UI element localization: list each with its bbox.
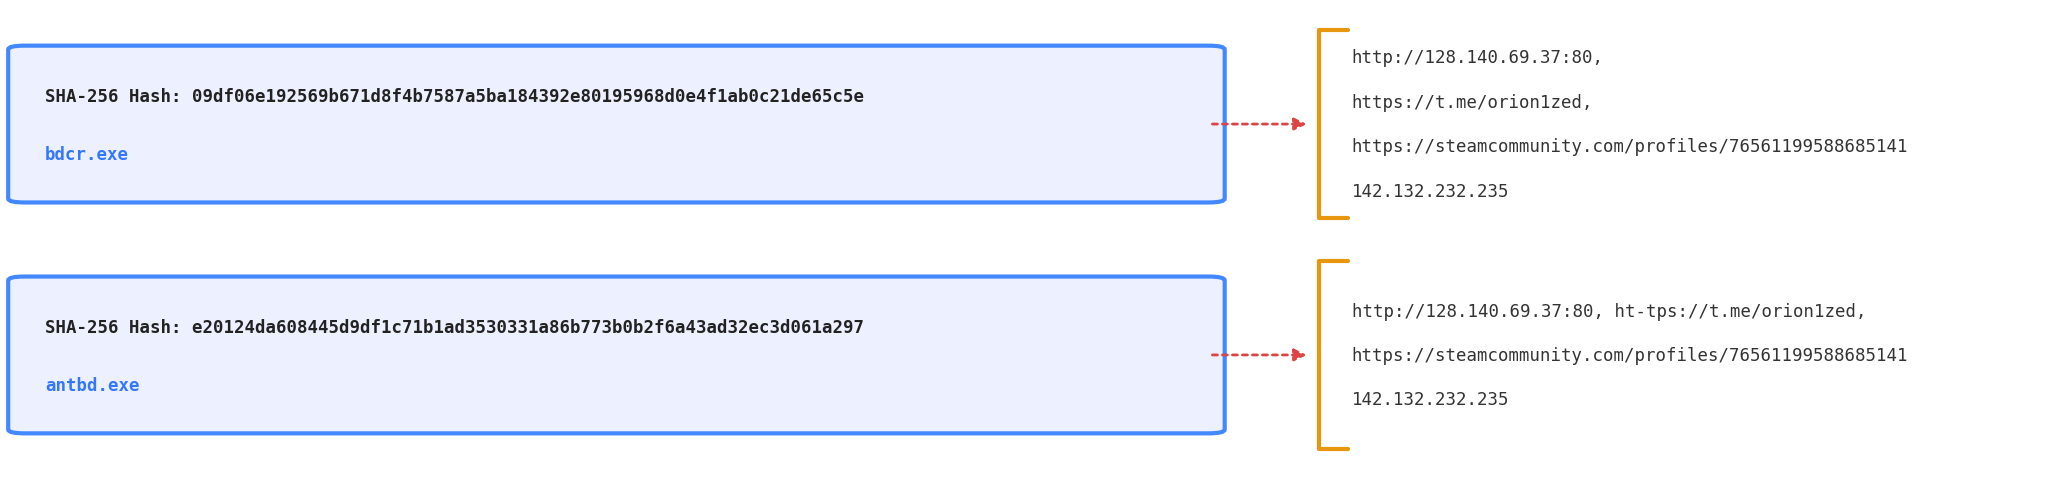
FancyBboxPatch shape [8,277,1225,433]
FancyBboxPatch shape [8,47,1225,203]
Text: SHA-256 Hash: e20124da608445d9df1c71b1ad3530331a86b773b0b2f6a43ad32ec3d061a297: SHA-256 Hash: e20124da608445d9df1c71b1ad… [45,318,864,336]
Text: bdcr.exe: bdcr.exe [45,145,129,164]
Text: http://128.140.69.37:80,

https://t.me/orion1zed,

https://steamcommunity.com/pr: http://128.140.69.37:80, https://t.me/or… [1352,49,1909,200]
Text: http://128.140.69.37:80, ht-tps://t.me/orion1zed,

https://steamcommunity.com/pr: http://128.140.69.37:80, ht-tps://t.me/o… [1352,302,1909,408]
Text: SHA-256 Hash: 09df06e192569b671d8f4b7587a5ba184392e80195968d0e4f1ab0c21de65c5e: SHA-256 Hash: 09df06e192569b671d8f4b7587… [45,87,864,106]
Text: antbd.exe: antbd.exe [45,376,139,394]
